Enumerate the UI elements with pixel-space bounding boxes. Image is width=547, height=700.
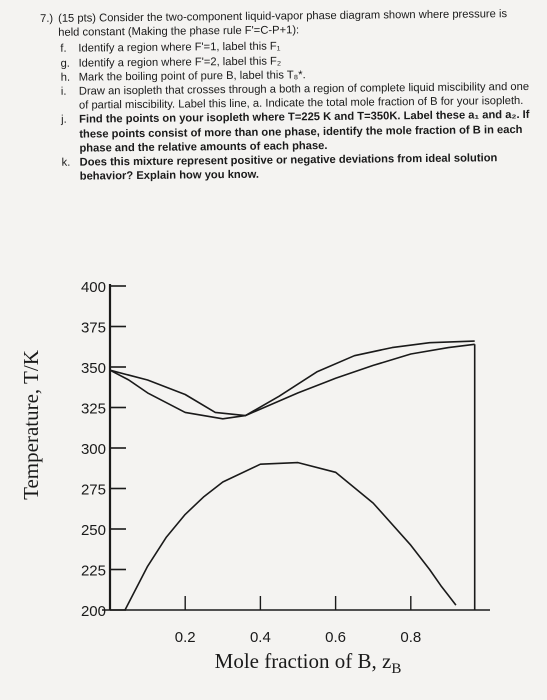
- y-tick-label: 275: [81, 482, 106, 499]
- phase-diagram: Temperature, T/K Mole fraction of B, zB …: [0, 260, 547, 700]
- x-tick-label: 0.2: [175, 629, 196, 646]
- x-tick-label: 0.4: [250, 629, 271, 646]
- problem-parts: f. Identify a region where F'=1, label t…: [60, 37, 531, 184]
- phase-boundary-1: [109, 343, 475, 420]
- phase-diagram-svg: Temperature, T/K Mole fraction of B, zB …: [19, 279, 490, 677]
- part-k: k. Does this mixture represent positive …: [62, 151, 532, 184]
- phase-boundary-3: [124, 461, 457, 611]
- phase-boundary-2: [109, 340, 475, 417]
- y-tick-label: 225: [81, 563, 106, 580]
- part-letter: j.: [61, 114, 67, 127]
- problem-header: 7.) (15 pts) Consider the two-component …: [40, 7, 530, 41]
- part-text: Does this mixture represent positive or …: [79, 152, 498, 183]
- problem-number: 7.): [40, 12, 54, 25]
- part-j: j. Find the points on your isopleth wher…: [61, 108, 531, 156]
- y-tick-label: 375: [81, 320, 106, 337]
- part-letter: k.: [61, 156, 71, 169]
- part-letter: f.: [60, 43, 67, 56]
- y-axis-label: Temperature, T/K: [19, 350, 43, 500]
- part-letter: h.: [60, 71, 71, 84]
- part-letter: i.: [60, 85, 67, 98]
- part-letter: g.: [60, 57, 70, 70]
- y-tick-label: 200: [81, 603, 106, 620]
- x-tick-label: 0.8: [400, 629, 421, 646]
- problem-7: 7.) (15 pts) Consider the two-component …: [40, 7, 532, 185]
- x-axis-label: Mole fraction of B, zB: [215, 649, 402, 677]
- problem-stem: (15 pts) Consider the two-component liqu…: [58, 8, 508, 40]
- x-tick-label: 0.6: [325, 629, 346, 646]
- x-axis-label-main: Mole fraction of B, z: [215, 649, 392, 673]
- x-axis-label-subscript: B: [391, 661, 401, 677]
- y-tick-label: 300: [81, 441, 106, 458]
- part-text: Find the points on your isopleth where T…: [79, 109, 530, 155]
- y-tick-label: 325: [81, 401, 106, 418]
- y-tick-label: 350: [81, 360, 106, 377]
- y-tick-label: 400: [81, 279, 106, 296]
- y-tick-label: 250: [81, 522, 106, 539]
